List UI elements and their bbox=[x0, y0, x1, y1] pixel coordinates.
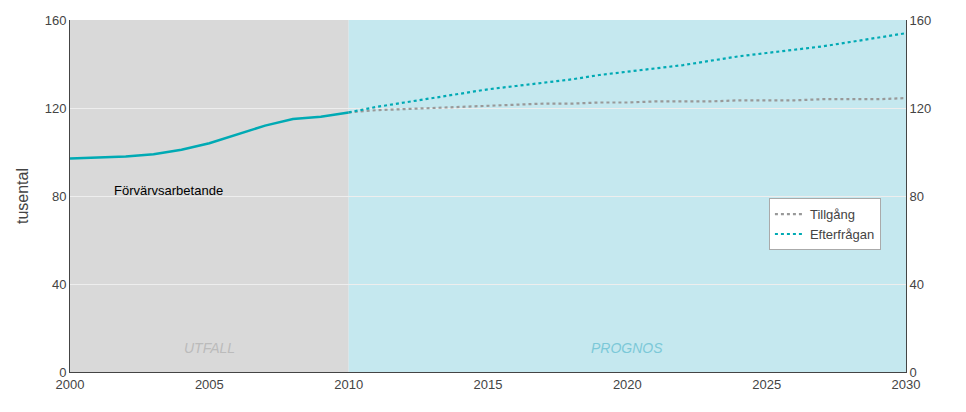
svg-text:2010: 2010 bbox=[334, 377, 363, 392]
svg-text:2030: 2030 bbox=[892, 377, 921, 392]
svg-text:0: 0 bbox=[59, 365, 66, 380]
svg-text:160: 160 bbox=[45, 13, 67, 28]
svg-text:80: 80 bbox=[910, 189, 924, 204]
svg-text:Förvärvsarbetande: Förvärvsarbetande bbox=[114, 183, 223, 198]
svg-text:tusental: tusental bbox=[14, 168, 31, 224]
svg-text:160: 160 bbox=[910, 13, 932, 28]
svg-text:UTFALL: UTFALL bbox=[184, 340, 235, 356]
svg-text:PROGNOS: PROGNOS bbox=[591, 340, 663, 356]
svg-text:40: 40 bbox=[910, 277, 924, 292]
svg-text:Tillgång: Tillgång bbox=[810, 207, 855, 222]
svg-text:0: 0 bbox=[910, 365, 917, 380]
svg-text:Efterfrågan: Efterfrågan bbox=[810, 227, 874, 242]
svg-text:80: 80 bbox=[52, 189, 66, 204]
svg-text:2000: 2000 bbox=[56, 377, 85, 392]
svg-text:120: 120 bbox=[910, 101, 932, 116]
svg-text:2015: 2015 bbox=[474, 377, 503, 392]
svg-text:40: 40 bbox=[52, 277, 66, 292]
svg-text:120: 120 bbox=[45, 101, 67, 116]
svg-text:2025: 2025 bbox=[752, 377, 781, 392]
svg-text:2005: 2005 bbox=[195, 377, 224, 392]
svg-text:2020: 2020 bbox=[613, 377, 642, 392]
